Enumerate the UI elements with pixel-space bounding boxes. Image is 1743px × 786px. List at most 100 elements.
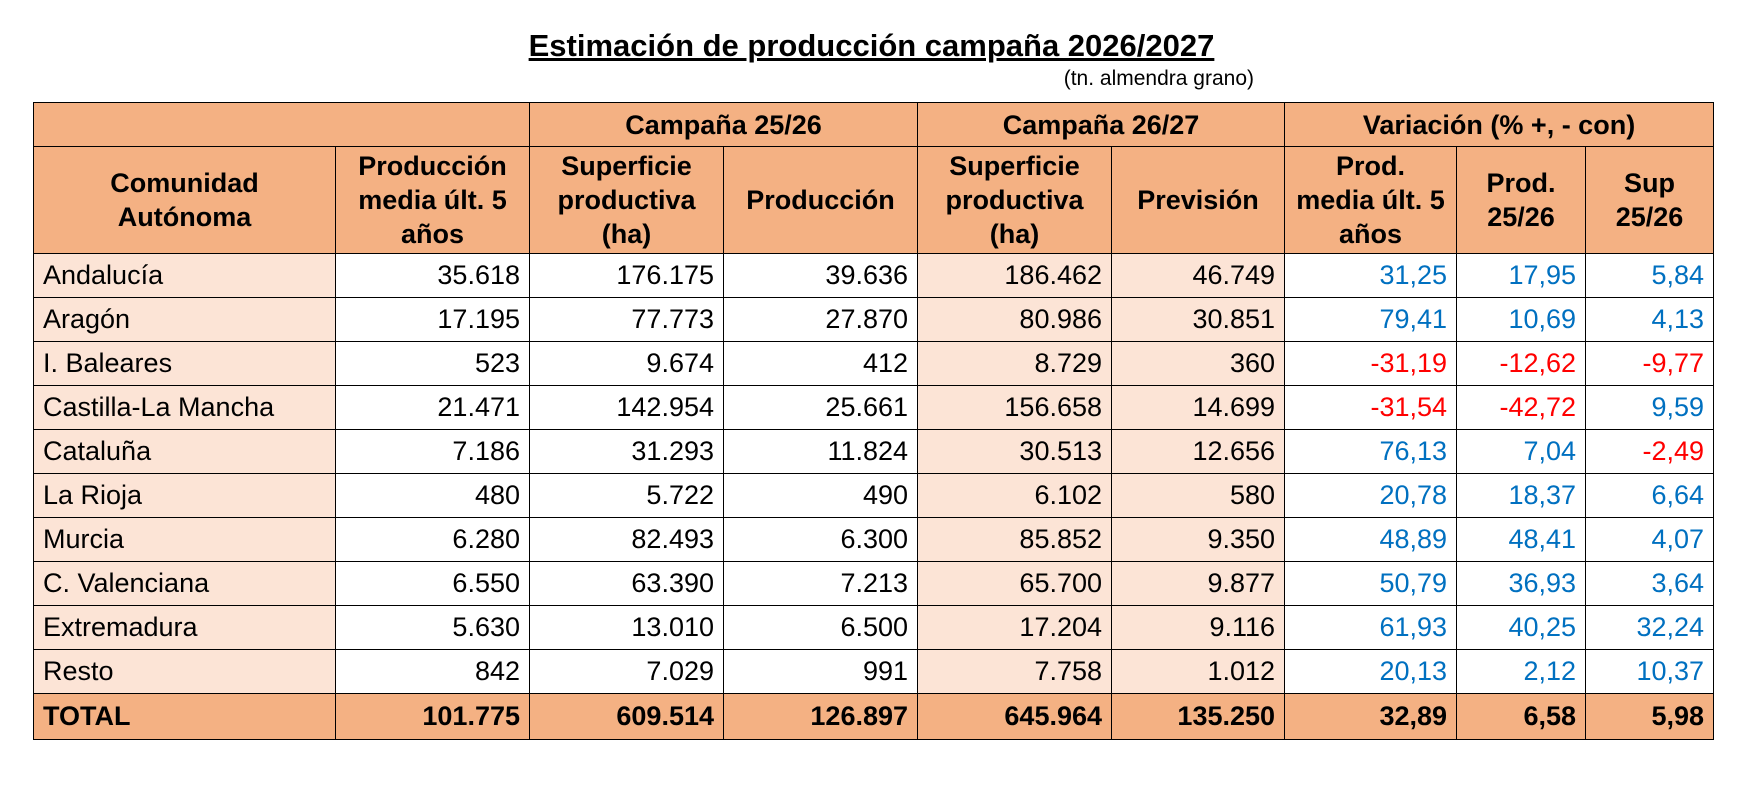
data-cell: 4,13	[1585, 297, 1715, 342]
data-cell: 6.500	[722, 605, 919, 650]
data-cell: 580	[1111, 473, 1286, 518]
data-cell: 7.213	[722, 561, 919, 606]
data-cell: 5,84	[1585, 253, 1715, 298]
data-cell: 842	[335, 649, 530, 694]
data-cell: 9,59	[1585, 385, 1715, 430]
total-label: TOTAL	[33, 693, 336, 740]
region-name: La Rioja	[33, 473, 336, 518]
column-header: Sup 25/26	[1585, 146, 1715, 254]
data-cell: 12.656	[1111, 429, 1286, 474]
data-cell: -12,62	[1456, 341, 1587, 386]
column-header: Comunidad Autónoma	[33, 146, 336, 254]
data-cell: 17.204	[917, 605, 1113, 650]
data-cell: 176.175	[529, 253, 724, 298]
region-name: Murcia	[33, 517, 336, 562]
region-name: Castilla-La Mancha	[33, 385, 336, 430]
data-cell: 65.700	[917, 561, 1113, 606]
region-name: Resto	[33, 649, 336, 694]
data-cell: -2,49	[1585, 429, 1715, 474]
column-header: Superficie productiva (ha)	[529, 146, 724, 254]
data-cell: 17.195	[335, 297, 530, 342]
data-cell: 21.471	[335, 385, 530, 430]
data-cell: 17,95	[1456, 253, 1587, 298]
data-cell: 80.986	[917, 297, 1113, 342]
data-row: Andalucía 35.618 176.175 39.636 186.462 46.74…	[33, 253, 1715, 298]
data-cell: 7.029	[529, 649, 724, 694]
region-name: Extremadura	[33, 605, 336, 650]
data-cell: 31.293	[529, 429, 724, 474]
data-cell: 6,64	[1585, 473, 1715, 518]
total-cell: 101.775	[335, 693, 530, 740]
data-cell: 142.954	[529, 385, 724, 430]
table-body: Andalucía 35.618 176.175 39.636 186.462 46.74…	[33, 253, 1715, 740]
data-cell: 18,37	[1456, 473, 1587, 518]
data-cell: 31,25	[1284, 253, 1458, 298]
production-table: Campaña 25/26 Campaña 26/27 Variación (%…	[33, 102, 1715, 740]
data-cell: 8.729	[917, 341, 1113, 386]
data-cell: 4,07	[1585, 517, 1715, 562]
data-row: Castilla-La Mancha 21.471 142.954 25.661 156…	[33, 385, 1715, 430]
data-cell: 11.824	[722, 429, 919, 474]
region-name: Cataluña	[33, 429, 336, 474]
subtitle: (tn. almendra grano)	[1063, 67, 1254, 90]
region-name: Andalucía	[33, 253, 336, 298]
data-cell: 9.877	[1111, 561, 1286, 606]
data-cell: 523	[335, 341, 530, 386]
total-cell: 126.897	[722, 693, 919, 740]
data-cell: 490	[722, 473, 919, 518]
data-cell: 40,25	[1456, 605, 1587, 650]
data-cell: 79,41	[1284, 297, 1458, 342]
group-header: Campaña 26/27	[917, 102, 1286, 147]
data-cell: 32,24	[1585, 605, 1715, 650]
data-cell: 63.390	[529, 561, 724, 606]
group-header-row: Campaña 25/26 Campaña 26/27 Variación (%…	[33, 102, 1715, 147]
data-cell: 186.462	[917, 253, 1113, 298]
data-cell: 6.300	[722, 517, 919, 562]
total-row: TOTAL 101.775 609.514 126.897 645.964 135.250…	[33, 693, 1715, 740]
data-cell: 9.674	[529, 341, 724, 386]
data-cell: 20,13	[1284, 649, 1458, 694]
data-cell: 46.749	[1111, 253, 1286, 298]
data-cell: 77.773	[529, 297, 724, 342]
data-cell: 156.658	[917, 385, 1113, 430]
data-cell: -9,77	[1585, 341, 1715, 386]
data-cell: 480	[335, 473, 530, 518]
data-cell: 6.280	[335, 517, 530, 562]
data-cell: 412	[722, 341, 919, 386]
data-cell: 61,93	[1284, 605, 1458, 650]
data-cell: 85.852	[917, 517, 1113, 562]
data-cell: 7.186	[335, 429, 530, 474]
data-cell: 14.699	[1111, 385, 1286, 430]
column-header: Prod. 25/26	[1456, 146, 1587, 254]
data-cell: 7,04	[1456, 429, 1587, 474]
data-cell: 50,79	[1284, 561, 1458, 606]
header-cell	[33, 102, 530, 147]
data-cell: 35.618	[335, 253, 530, 298]
column-header-row: Comunidad Autónoma Producción media últ. …	[33, 146, 1715, 254]
data-row: Murcia 6.280 82.493 6.300 85.852 9.350 48,89 48…	[33, 517, 1715, 562]
column-header: Producción	[722, 146, 919, 254]
data-cell: 82.493	[529, 517, 724, 562]
data-row: Extremadura 5.630 13.010 6.500 17.204 9.116 61…	[33, 605, 1715, 650]
data-cell: -31,54	[1284, 385, 1458, 430]
data-row: Aragón 17.195 77.773 27.870 80.986 30.851 79,4…	[33, 297, 1715, 342]
data-cell: 1.012	[1111, 649, 1286, 694]
data-cell: 991	[722, 649, 919, 694]
data-cell: 13.010	[529, 605, 724, 650]
data-row: La Rioja 480 5.722 490 6.102 580 20,78 18,37 6,6…	[33, 473, 1715, 518]
column-header: Producción media últ. 5 años	[335, 146, 530, 254]
column-header: Prod. media últ. 5 años	[1284, 146, 1458, 254]
total-cell: 135.250	[1111, 693, 1286, 740]
data-cell: 30.851	[1111, 297, 1286, 342]
data-row: I. Baleares 523 9.674 412 8.729 360 -31,19 -12,…	[33, 341, 1715, 386]
column-header: Previsión	[1111, 146, 1286, 254]
data-cell: 48,41	[1456, 517, 1587, 562]
data-cell: 10,37	[1585, 649, 1715, 694]
total-cell: 5,98	[1585, 693, 1715, 740]
data-cell: 9.350	[1111, 517, 1286, 562]
data-cell: 48,89	[1284, 517, 1458, 562]
region-name: Aragón	[33, 297, 336, 342]
data-cell: 10,69	[1456, 297, 1587, 342]
total-cell: 609.514	[529, 693, 724, 740]
column-header: Superficie productiva (ha)	[917, 146, 1113, 254]
